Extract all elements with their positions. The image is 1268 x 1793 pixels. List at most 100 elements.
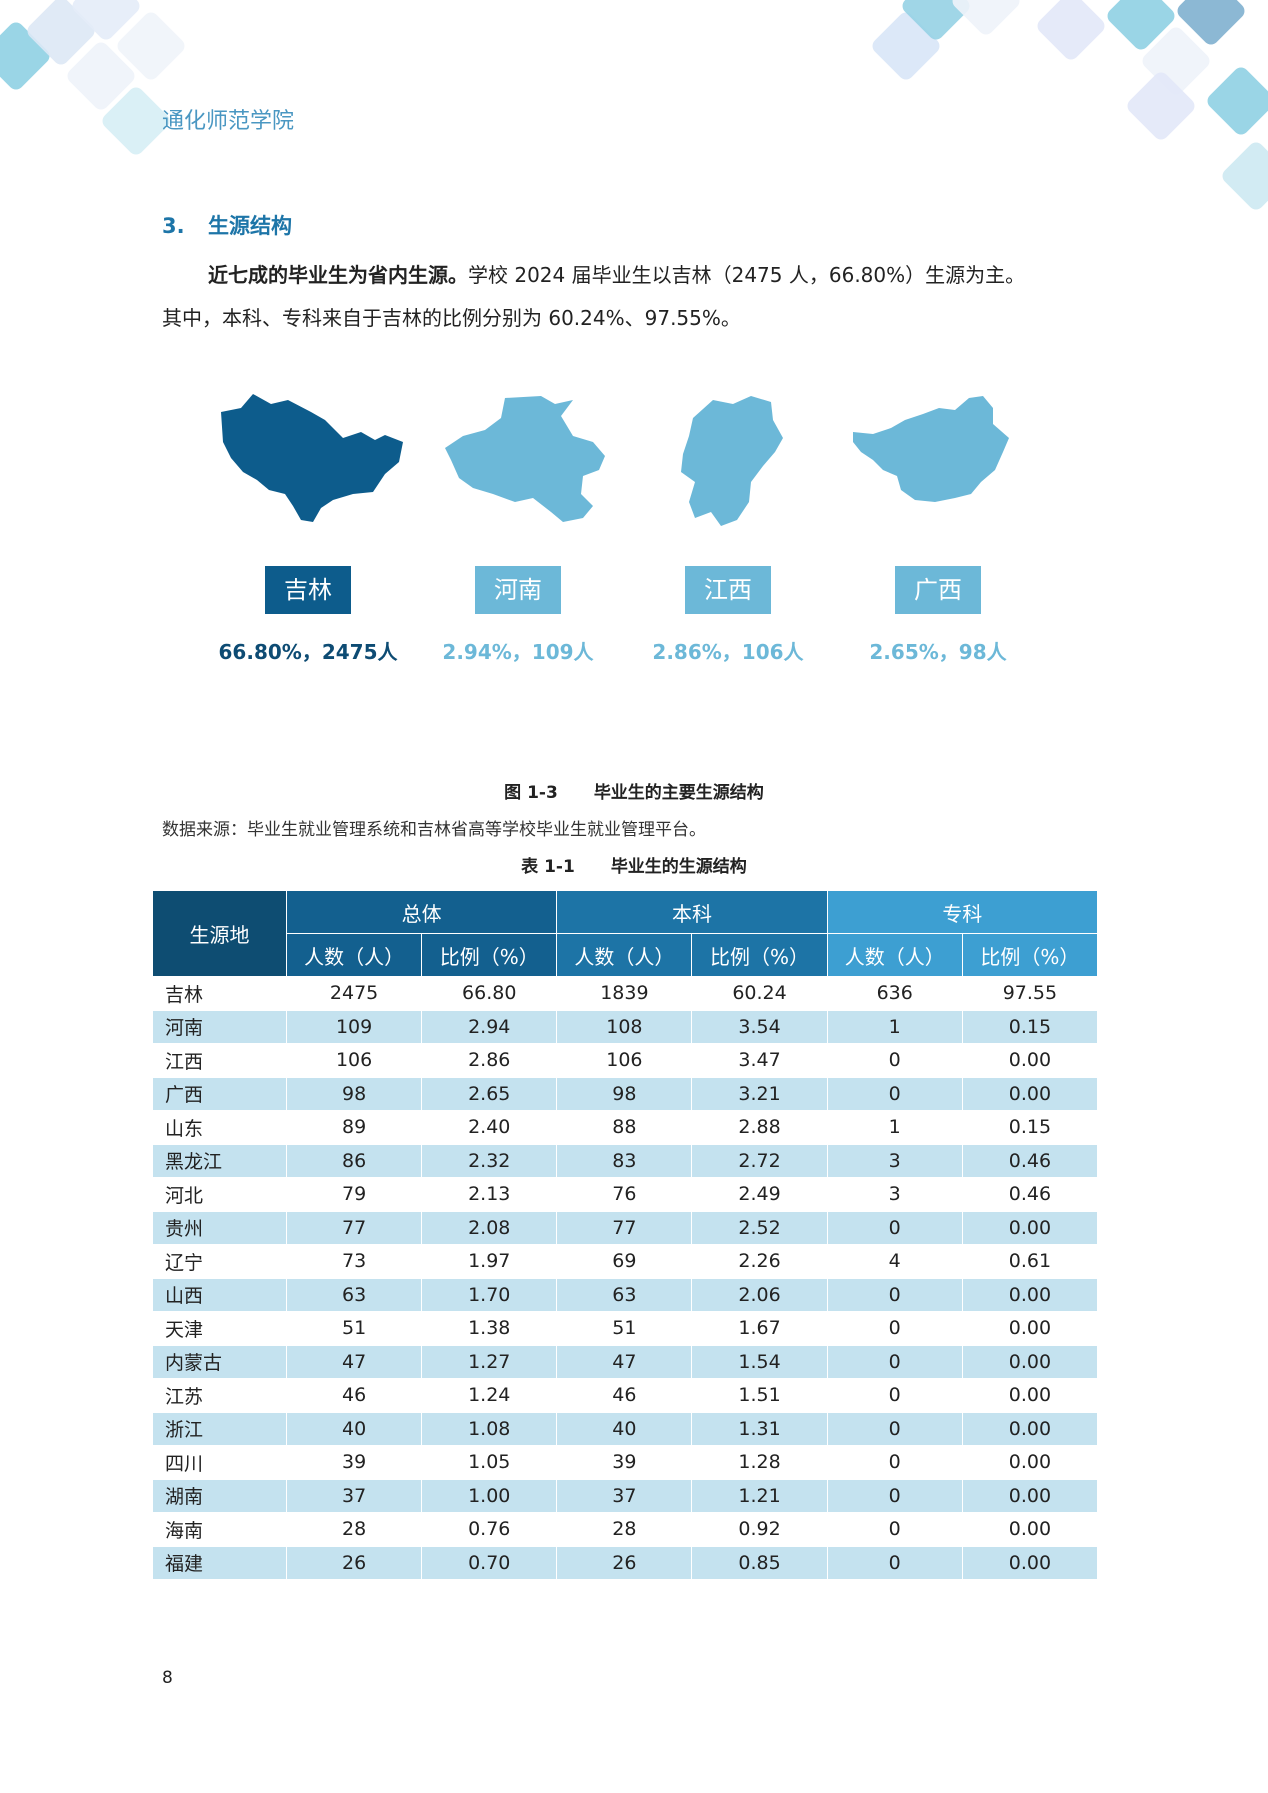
table-cell: 26 xyxy=(285,1545,423,1580)
section-title-text: 生源结构 xyxy=(208,214,292,238)
group-header-total: 总体 xyxy=(285,890,558,934)
table-row: 四川 39 1.05 39 1.28 0 0.00 xyxy=(152,1445,1099,1480)
table-cell: 3.54 xyxy=(691,1009,828,1044)
table-cell: 0.46 xyxy=(961,1143,1099,1178)
table-cell: 3.47 xyxy=(691,1043,828,1078)
table-cell: 0.00 xyxy=(961,1545,1099,1580)
table-cell: 2.06 xyxy=(691,1277,828,1312)
table-cell: 2.32 xyxy=(421,1143,558,1178)
table-cell: 86 xyxy=(285,1143,423,1178)
table-cell: 0 xyxy=(826,1545,963,1580)
table-cell: 2.13 xyxy=(421,1177,558,1212)
table-cell: 0.15 xyxy=(961,1009,1099,1044)
table-row: 海南 28 0.76 28 0.92 0 0.00 xyxy=(152,1512,1099,1547)
table-title: 毕业生的生源结构 xyxy=(610,857,747,877)
table-cell: 0 xyxy=(826,1378,963,1413)
table-cell: 73 xyxy=(285,1244,423,1279)
table-cell: 0.00 xyxy=(961,1076,1099,1111)
table-label: 表 1-1 xyxy=(521,857,575,877)
table-cell: 26 xyxy=(556,1545,693,1580)
para-lead: 近七成的毕业生为省内生源。 xyxy=(208,263,468,287)
decor-tiles-right xyxy=(872,0,1268,210)
table-row: 辽宁 73 1.97 69 2.26 4 0.61 xyxy=(152,1244,1099,1279)
table-cell: 0.00 xyxy=(961,1344,1099,1379)
table-cell: 0 xyxy=(826,1512,963,1547)
table-cell: 2.86 xyxy=(421,1043,558,1078)
table-row: 山东 89 2.40 88 2.88 1 0.15 xyxy=(152,1110,1099,1145)
col-header-place: 生源地 xyxy=(152,890,287,977)
table-cell: 0 xyxy=(826,1344,963,1379)
table-cell: 1.51 xyxy=(691,1378,828,1413)
col-header-count: 人数（人） xyxy=(556,933,693,977)
col-header-ratio: 比例（%） xyxy=(961,933,1099,977)
table-cell: 0 xyxy=(826,1311,963,1346)
col-header-count: 人数（人） xyxy=(826,933,963,977)
table-cell: 46 xyxy=(285,1378,423,1413)
table-cell: 39 xyxy=(556,1445,693,1480)
table-cell: 0.00 xyxy=(961,1512,1099,1547)
table-row: 黑龙江 86 2.32 83 2.72 3 0.46 xyxy=(152,1143,1099,1178)
table-cell: 0 xyxy=(826,1478,963,1513)
table-cell: 2.40 xyxy=(421,1110,558,1145)
table-cell: 0.46 xyxy=(961,1177,1099,1212)
table-cell: 76 xyxy=(556,1177,693,1212)
table-caption: 表 1-1 毕业生的生源结构 xyxy=(0,852,1268,877)
table-cell: 1.97 xyxy=(421,1244,558,1279)
region-jilin: 吉林 66.80%，2475人 xyxy=(208,390,408,665)
table-cell: 97.55 xyxy=(961,976,1099,1011)
cell-place: 江西 xyxy=(152,1043,287,1078)
region-badge: 吉林 xyxy=(265,566,351,614)
table-cell: 1.24 xyxy=(421,1378,558,1413)
table-cell: 0.70 xyxy=(421,1545,558,1580)
table-cell: 0.00 xyxy=(961,1445,1099,1480)
table-row: 山西 63 1.70 63 2.06 0 0.00 xyxy=(152,1277,1099,1312)
table-cell: 1839 xyxy=(556,976,693,1011)
col-header-ratio: 比例（%） xyxy=(691,933,828,977)
table-cell: 79 xyxy=(285,1177,423,1212)
table-cell: 77 xyxy=(556,1210,693,1245)
table-cell: 63 xyxy=(285,1277,423,1312)
table-cell: 0.15 xyxy=(961,1110,1099,1145)
cell-place: 贵州 xyxy=(152,1210,287,1245)
region-henan: 河南 2.94%，109人 xyxy=(418,390,618,665)
cell-place: 内蒙古 xyxy=(152,1344,287,1379)
table-cell: 1 xyxy=(826,1110,963,1145)
table-cell: 1.67 xyxy=(691,1311,828,1346)
table-cell: 0.00 xyxy=(961,1311,1099,1346)
table-cell: 0.00 xyxy=(961,1277,1099,1312)
table-cell: 1.54 xyxy=(691,1344,828,1379)
region-badge: 河南 xyxy=(475,566,561,614)
table-row: 江西 106 2.86 106 3.47 0 0.00 xyxy=(152,1043,1099,1078)
para-line2: 其中，本科、专科来自于吉林的比例分别为 60.24%、97.55%。 xyxy=(162,306,741,330)
table-cell: 37 xyxy=(285,1478,423,1513)
table-cell: 2.94 xyxy=(421,1009,558,1044)
table-cell: 106 xyxy=(556,1043,693,1078)
table-cell: 0.92 xyxy=(691,1512,828,1547)
table-cell: 1.21 xyxy=(691,1478,828,1513)
cell-place: 天津 xyxy=(152,1311,287,1346)
table-row: 湖南 37 1.00 37 1.21 0 0.00 xyxy=(152,1478,1099,1513)
table-cell: 98 xyxy=(556,1076,693,1111)
cell-place: 海南 xyxy=(152,1512,287,1547)
table-cell: 28 xyxy=(285,1512,423,1547)
region-stat: 2.94%，109人 xyxy=(442,640,594,664)
table-cell: 98 xyxy=(285,1076,423,1111)
col-header-count: 人数（人） xyxy=(285,933,423,977)
region-badge: 广西 xyxy=(895,566,981,614)
table-cell: 3.21 xyxy=(691,1076,828,1111)
cell-place: 四川 xyxy=(152,1445,287,1480)
table-cell: 0.85 xyxy=(691,1545,828,1580)
table-row: 天津 51 1.38 51 1.67 0 0.00 xyxy=(152,1311,1099,1346)
cell-place: 黑龙江 xyxy=(152,1143,287,1178)
figure-title: 毕业生的主要生源结构 xyxy=(593,783,764,803)
cell-place: 广西 xyxy=(152,1076,287,1111)
figure-label: 图 1-3 xyxy=(504,783,558,803)
table-cell: 4 xyxy=(826,1244,963,1279)
region-jiangxi: 江西 2.86%，106人 xyxy=(628,390,828,665)
table-cell: 1.38 xyxy=(421,1311,558,1346)
table-cell: 0.00 xyxy=(961,1378,1099,1413)
table-cell: 40 xyxy=(556,1411,693,1446)
table-cell: 0.00 xyxy=(961,1478,1099,1513)
table-cell: 47 xyxy=(556,1344,693,1379)
table-cell: 2.52 xyxy=(691,1210,828,1245)
